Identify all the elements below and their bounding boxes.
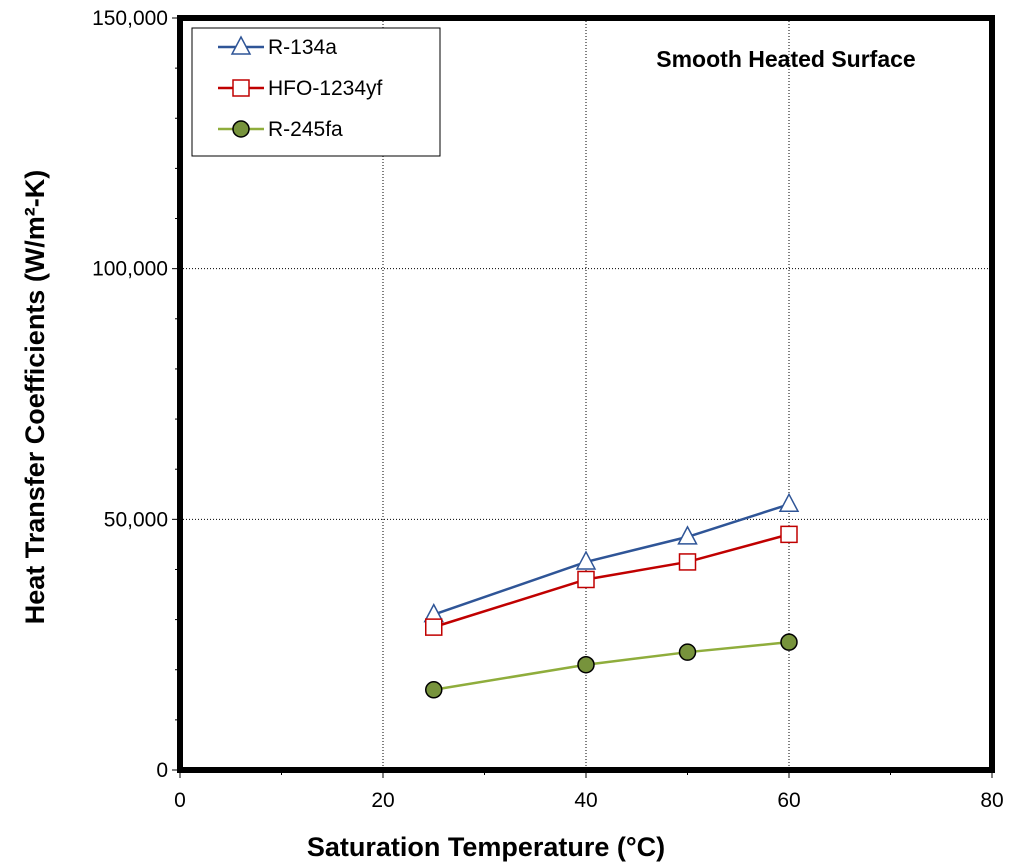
- data-point: [678, 553, 697, 571]
- data-point: [577, 570, 595, 589]
- x-tick-label: 0: [174, 789, 186, 812]
- series-r-134a: [423, 492, 800, 623]
- legend-item: R-134a: [218, 35, 337, 59]
- y-tick-label: 0: [156, 759, 168, 782]
- x-axis-title: Saturation Temperature (°C): [307, 832, 665, 862]
- legend-label: R-245fa: [268, 118, 343, 141]
- y-tick-label: 50,000: [104, 508, 168, 531]
- x-tick-label: 40: [574, 789, 597, 812]
- y-axis-title: Heat Transfer Coefficients (W/m²-K): [20, 170, 50, 625]
- series-line: [433, 533, 790, 629]
- legend-item: HFO-1234yf: [218, 77, 383, 100]
- chart-annotation: Smooth Heated Surface: [656, 46, 915, 72]
- legend-marker: [232, 79, 250, 97]
- data-point: [677, 525, 698, 545]
- grid-lines: [180, 18, 992, 770]
- data-point: [678, 643, 697, 661]
- legend-marker: [232, 120, 250, 138]
- legend-label: HFO-1234yf: [268, 77, 383, 100]
- x-tick-label: 20: [371, 789, 394, 812]
- data-point: [577, 655, 595, 674]
- tick-labels: 0 20 40 60 80 0 50,000 100,000 150,000: [92, 7, 1004, 812]
- data-point: [778, 492, 800, 513]
- legend-marker: [230, 35, 252, 55]
- plot-frame: [177, 15, 995, 773]
- legend-item: R-245fa: [218, 118, 343, 141]
- data-point: [425, 618, 443, 636]
- x-tick-label: 80: [980, 789, 1003, 812]
- series-hfo-1234yf: [425, 525, 798, 636]
- data-point: [425, 681, 443, 699]
- legend-label: R-134a: [268, 36, 337, 59]
- series-r-245fa: [425, 633, 798, 699]
- series-line: [433, 503, 790, 616]
- y-tick-label: 150,000: [92, 7, 168, 30]
- series-layer: [423, 492, 800, 699]
- x-tick-label: 60: [777, 789, 800, 812]
- y-tick-label: 100,000: [92, 258, 168, 281]
- data-point: [575, 550, 597, 570]
- data-point: [780, 633, 798, 651]
- data-point: [780, 525, 798, 544]
- legend: R-134a HFO-1234yf R-245fa: [191, 27, 441, 157]
- series-line: [433, 640, 790, 692]
